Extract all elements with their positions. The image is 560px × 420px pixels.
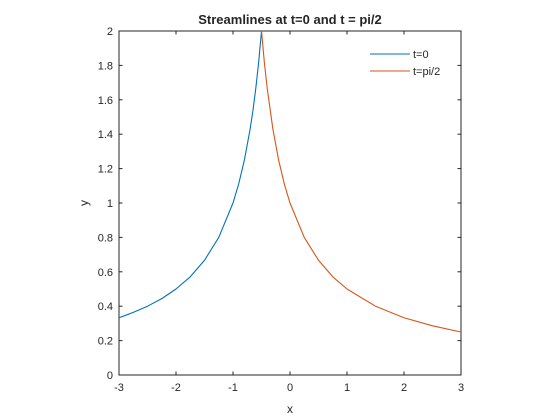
y-tick-label: 1.2: [98, 164, 113, 176]
y-tick-label: 1.4: [98, 129, 113, 141]
y-axis-label: y: [77, 200, 91, 206]
y-tick-label: 0.4: [98, 301, 113, 313]
y-tick-label: 0.6: [98, 267, 113, 279]
x-axis-label: x: [287, 402, 293, 416]
y-tick-label: 0: [107, 370, 113, 382]
y-tick-label: 0.8: [98, 232, 113, 244]
x-tick-label: 1: [344, 382, 350, 394]
legend-box: [364, 44, 456, 80]
y-tick-label: 1: [107, 198, 113, 210]
x-tick-label: 3: [458, 382, 464, 394]
x-tick-label: -3: [114, 382, 124, 394]
series-line-0: [118, 30, 263, 319]
x-axis-ticks: -3 -2 -1 0 1 2 3: [114, 31, 464, 394]
x-tick-label: -2: [171, 382, 181, 394]
y-tick-label: 1.8: [98, 60, 113, 72]
series-line-1: [260, 30, 462, 333]
y-tick-label: 2: [107, 26, 113, 38]
y-axis-ticks: 0 0.2 0.4 0.6 0.8 1 1.2 1.4 1.6 1.8 2: [98, 26, 461, 382]
series-layer: [118, 30, 462, 333]
y-tick-label: 0.2: [98, 336, 113, 348]
x-tick-label: 0: [287, 382, 293, 394]
y-tick-label: 1.6: [98, 95, 113, 107]
x-tick-label: 2: [401, 382, 407, 394]
chart-title: Streamlines at t=0 and t = pi/2: [198, 12, 382, 27]
legend-label-tpi2: t=pi/2: [413, 66, 440, 78]
legend-label-t0: t=0: [413, 49, 429, 61]
legend: t=0 t=pi/2: [364, 44, 456, 80]
x-tick-label: -1: [228, 382, 238, 394]
